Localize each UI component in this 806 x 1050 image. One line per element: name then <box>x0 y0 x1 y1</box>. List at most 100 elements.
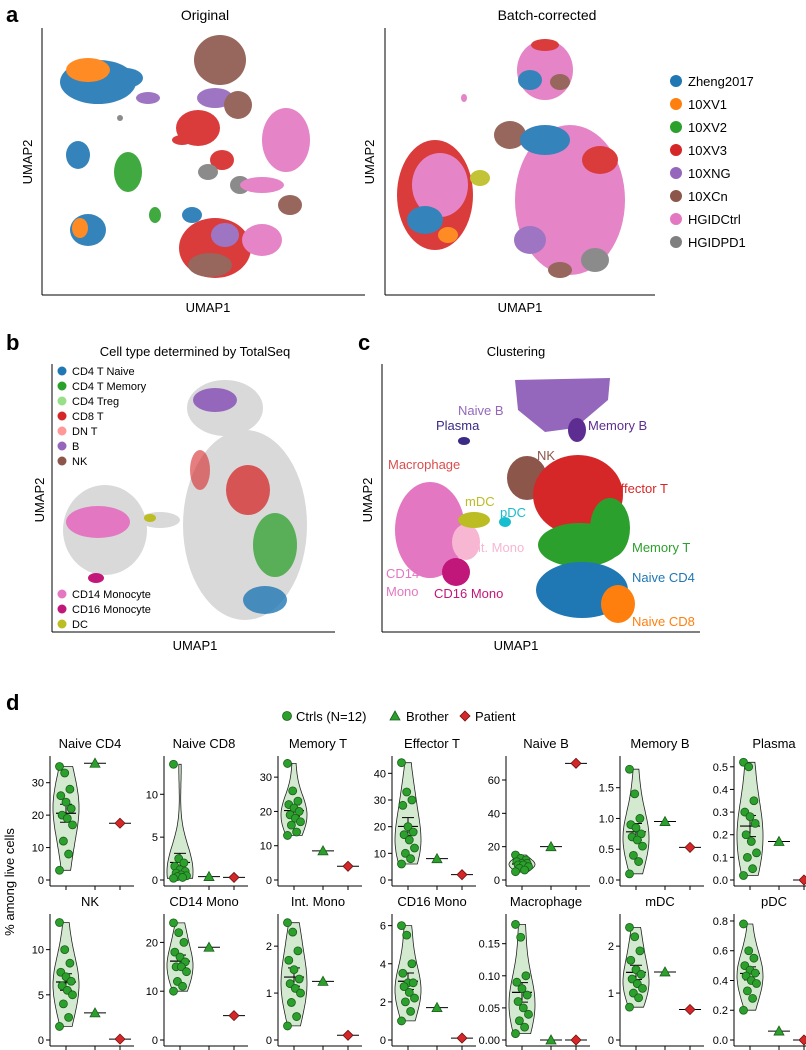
patient-point <box>114 1033 126 1045</box>
ctrl-point <box>512 977 522 987</box>
patient-point <box>798 1034 806 1046</box>
ctrl-point <box>748 993 757 1003</box>
y-tick-label: 0.10 <box>479 971 500 983</box>
umap-cluster <box>211 223 239 247</box>
dotplot-panel: Plasma 0.0 0.1 0.2 0.3 0.4 0.5 <box>713 736 806 890</box>
umap-cluster <box>243 586 287 614</box>
ctrl-point <box>635 814 645 823</box>
legend-label: 10XV1 <box>688 97 727 112</box>
ctrl-point <box>515 1016 524 1026</box>
cluster-label: Effector T <box>612 481 668 496</box>
y-tick-label: 0.0 <box>713 1035 728 1047</box>
patient-point <box>684 841 696 853</box>
y-tick-label: 0.5 <box>713 762 728 774</box>
ctrl-point <box>518 1003 528 1013</box>
ctrl-point <box>179 938 189 947</box>
dotplot-title: Plasma <box>752 736 796 751</box>
patient-point <box>114 817 126 829</box>
ctrl-point <box>169 986 178 996</box>
legend-label: DN T <box>72 426 98 438</box>
panel-c-plot: UMAP1 UMAP2 Naive B Memory B Plasma NK M… <box>360 364 700 653</box>
legend-label: CD8 T <box>72 411 104 423</box>
legend-swatch <box>670 190 682 202</box>
ctrl-point <box>739 871 748 880</box>
cluster-label: CD16 Mono <box>434 586 503 601</box>
ctrl-point <box>174 928 184 938</box>
cluster-label: CD14 <box>386 566 419 581</box>
ctrl-point <box>511 867 520 877</box>
cluster-label: Mono <box>386 584 419 599</box>
umap-cluster <box>117 115 123 121</box>
ctrl-point <box>283 831 292 840</box>
panel-a-right-plot: UMAP1 UMAP2 <box>362 28 655 315</box>
brother-point <box>773 1025 785 1036</box>
dotplot-panel: Int. Mono 0 1 2 <box>266 894 362 1050</box>
legend-label: 10XV2 <box>688 120 727 135</box>
ctrl-point <box>745 812 755 822</box>
legend-label: 10XNG <box>688 166 731 181</box>
ctrl-point <box>61 797 71 807</box>
patient-point <box>228 871 240 883</box>
ctrl-point <box>402 787 412 797</box>
ctrl-point <box>284 955 294 965</box>
umap-cluster <box>72 218 88 238</box>
dotplot-title: CD14 Mono <box>169 894 238 909</box>
y-axis-label: UMAP2 <box>32 478 47 523</box>
dotplot-title: CD16 Mono <box>397 894 466 909</box>
ctrl-point <box>522 990 532 1000</box>
legend-ctrl-marker <box>282 711 292 721</box>
ctrl-point <box>406 1007 416 1016</box>
ctrl-point <box>752 979 761 988</box>
cluster-label: Int. Mono <box>470 540 524 555</box>
y-tick-label: 60 <box>488 775 500 787</box>
x-axis-label: UMAP1 <box>498 300 543 315</box>
dotplot-panel: Memory T 0 10 20 30 <box>260 736 362 890</box>
y-tick-label: 0.15 <box>479 939 500 951</box>
ctrl-point <box>283 1021 292 1031</box>
umap-cluster <box>438 227 458 243</box>
ctrl-point <box>179 858 189 868</box>
ctrl-point <box>400 997 410 1007</box>
y-tick-label: 0.1 <box>713 852 728 864</box>
brother-point <box>773 835 785 846</box>
ctrl-point <box>638 983 647 993</box>
ctrl-point <box>397 859 406 869</box>
y-tick-label: 0 <box>266 875 272 887</box>
y-tick-label: 0 <box>38 875 44 887</box>
legend-label: CD4 T Naive <box>72 366 135 378</box>
dotplot-panel: NK 0 5 10 <box>32 894 134 1050</box>
panel-a-left-title: Original <box>181 7 229 23</box>
dotplot-title: Naive CD4 <box>59 736 122 751</box>
umap-cluster <box>193 388 237 412</box>
ctrl-point <box>296 988 305 998</box>
brother-point <box>431 852 443 864</box>
legend-swatch <box>670 75 682 87</box>
ctrl-point <box>55 762 64 771</box>
ctrl-point <box>294 974 304 984</box>
ctrl-point <box>404 987 414 997</box>
legend-swatch <box>670 236 682 248</box>
y-tick-label: 6 <box>380 921 386 933</box>
ctrl-point <box>750 818 760 828</box>
ctrl-point <box>410 843 419 853</box>
ctrl-point <box>182 967 191 977</box>
legend-swatch <box>57 589 67 599</box>
ctrl-point <box>743 852 752 862</box>
ctrl-point <box>289 965 299 975</box>
patient-point <box>342 860 354 872</box>
umap-cluster <box>144 514 156 522</box>
panel-b-legend-bottom: CD14 Monocyte CD16 Monocyte DC <box>57 589 151 631</box>
dotplot-title: Naive CD8 <box>173 736 236 751</box>
y-tick-label: 1 <box>266 988 272 1000</box>
ctrl-point <box>524 1009 533 1019</box>
cluster-label: Plasma <box>436 418 480 433</box>
ctrl-point <box>404 835 414 845</box>
panel-b-plot: UMAP1 UMAP2 <box>32 364 335 653</box>
y-tick-label: 0.6 <box>713 946 728 958</box>
panel-d-y-label: % among live cells <box>2 828 17 936</box>
legend-label: NK <box>72 456 88 468</box>
panel-c-title: Clustering <box>487 344 546 359</box>
ctrl-point <box>626 955 636 965</box>
y-tick-label: 0.0 <box>599 875 614 887</box>
